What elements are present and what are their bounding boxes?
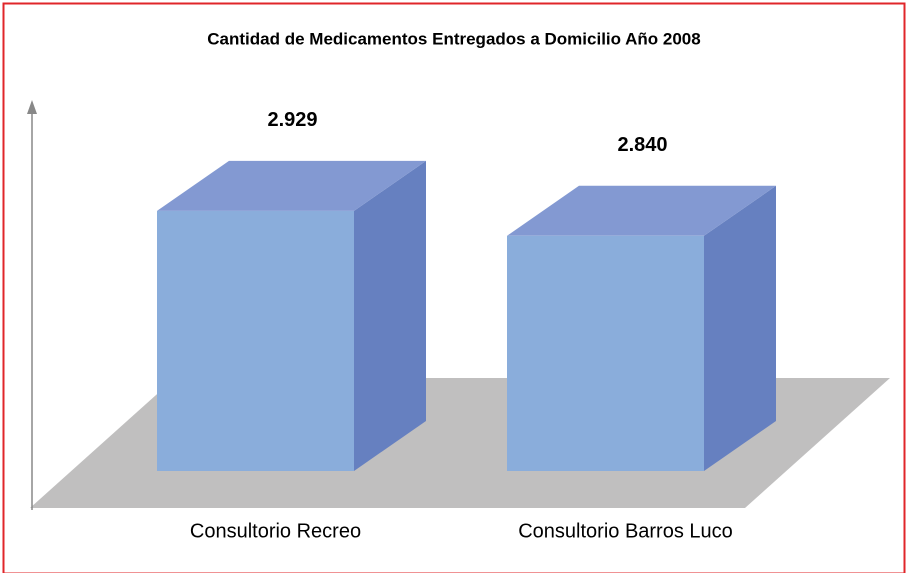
bar-top (507, 185, 776, 236)
axis-arrow (27, 100, 37, 114)
bar-side (354, 160, 426, 471)
bar-top (157, 160, 426, 211)
value-label: 2.929 (267, 109, 317, 131)
value-label: 2.840 (617, 134, 667, 156)
bar-side (704, 185, 776, 472)
x-tick-label: Consultorio Barros Luco (518, 520, 733, 542)
chart-title: Cantidad de Medicamentos Entregados a Do… (207, 29, 700, 48)
x-tick-label: Consultorio Recreo (190, 520, 361, 542)
bar (507, 235, 704, 471)
bar (157, 210, 354, 471)
